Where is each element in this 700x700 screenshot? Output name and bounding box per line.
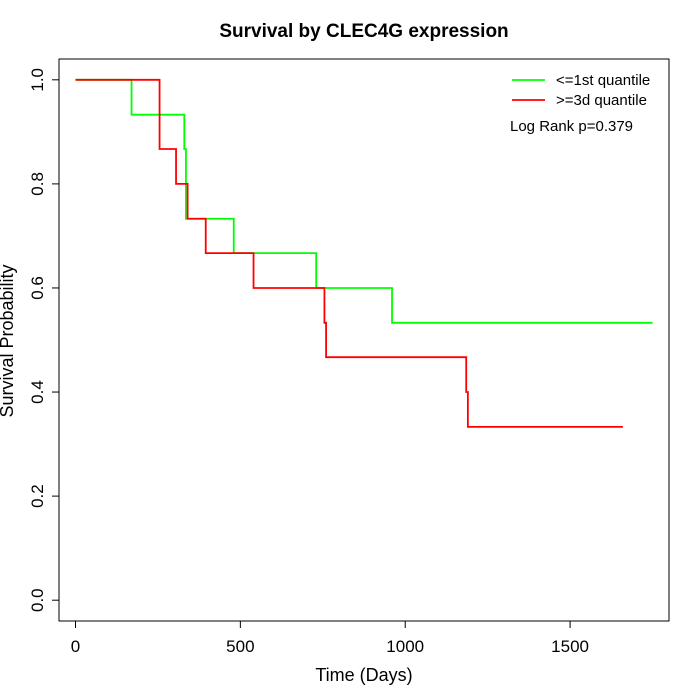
x-tick-label: 1000: [386, 637, 424, 656]
y-tick-label: 0.8: [28, 172, 47, 196]
y-axis: 0.0 0.2 0.4 0.6 0.8 1.0: [28, 68, 60, 612]
y-axis-label: Survival Probability: [0, 264, 17, 417]
series-layer: [75, 78, 653, 428]
series-line-1: [75, 78, 623, 428]
x-tick-label: 1500: [551, 637, 589, 656]
legend-label-1: >=3d quantile: [556, 92, 647, 109]
plot-frame: [58, 58, 670, 622]
legend: <=1st quantile >=3d quantile: [512, 72, 650, 109]
x-axis: 0 500 1000 1500: [71, 620, 589, 656]
x-axis-label: Time (Days): [315, 665, 412, 685]
series-line-0: [75, 78, 653, 324]
y-tick-label: 0.0: [28, 588, 47, 612]
y-tick-label: 0.4: [28, 380, 47, 404]
x-tick-label: 500: [226, 637, 254, 656]
y-tick-label: 0.2: [28, 484, 47, 508]
chart-title: Survival by CLEC4G expression: [219, 21, 508, 42]
log-rank-annotation: Log Rank p=0.379: [510, 118, 633, 135]
y-tick-label: 0.6: [28, 276, 47, 300]
legend-label-0: <=1st quantile: [556, 72, 650, 89]
y-tick-label: 1.0: [28, 68, 47, 92]
x-tick-label: 0: [71, 637, 80, 656]
